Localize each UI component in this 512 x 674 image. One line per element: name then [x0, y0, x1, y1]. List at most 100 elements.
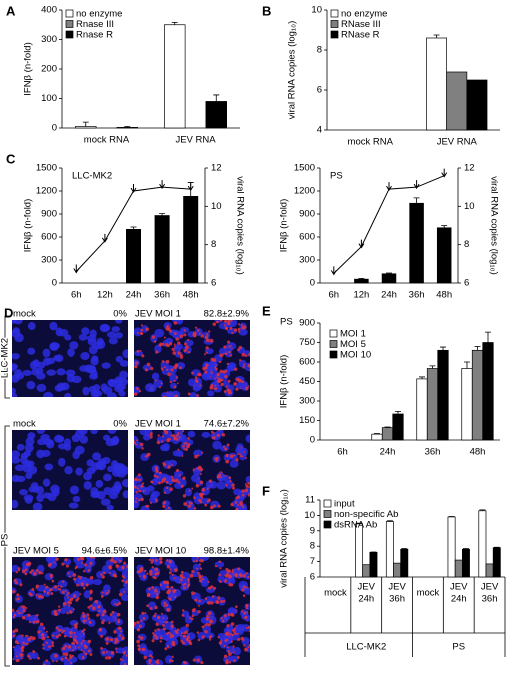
signal — [144, 569, 147, 572]
signal — [229, 326, 233, 330]
signal — [185, 666, 188, 669]
nucleus — [108, 337, 118, 345]
nucleus — [12, 499, 19, 509]
signal — [158, 557, 163, 561]
signal — [183, 333, 187, 337]
signal — [149, 432, 153, 436]
signal — [81, 612, 85, 615]
nucleus — [187, 430, 196, 438]
signal — [16, 593, 20, 597]
signal — [157, 434, 160, 437]
nucleus — [229, 655, 239, 663]
y-tick-label: 300 — [41, 255, 57, 266]
bar — [400, 548, 409, 578]
signal — [237, 378, 242, 383]
signal — [239, 501, 243, 505]
signal — [220, 382, 224, 387]
signal — [174, 629, 177, 632]
signal — [15, 658, 20, 663]
signal — [71, 597, 74, 600]
signal — [61, 647, 66, 651]
nucleus — [229, 459, 239, 468]
nucleus — [83, 590, 91, 599]
signal — [207, 623, 211, 627]
bar — [354, 278, 369, 284]
signal — [176, 628, 180, 631]
signal — [228, 652, 232, 657]
signal — [144, 612, 147, 615]
legend-swatch — [330, 20, 339, 28]
signal — [141, 611, 145, 615]
signal — [94, 599, 99, 604]
nucleus — [36, 383, 47, 392]
signal — [173, 379, 176, 382]
x-tick-label: 24h — [380, 447, 396, 458]
signal — [139, 349, 142, 352]
nucleus — [90, 430, 98, 435]
signal — [18, 612, 21, 615]
signal — [117, 618, 120, 621]
signal — [229, 480, 232, 483]
signal — [101, 575, 105, 579]
error-bar — [124, 126, 131, 128]
x-tick-label: 48h — [183, 290, 199, 301]
error-bar — [358, 278, 365, 280]
line-point — [73, 264, 80, 274]
error-bar — [356, 522, 363, 524]
signal — [162, 462, 165, 465]
signal — [150, 663, 154, 665]
signal — [175, 437, 179, 441]
signal — [12, 634, 16, 638]
nucleus — [36, 493, 44, 503]
signal — [123, 663, 127, 665]
nucleus — [149, 590, 157, 599]
nucleus — [43, 638, 54, 646]
bar — [205, 101, 227, 129]
signal — [35, 593, 38, 596]
signal — [45, 641, 49, 644]
signal — [140, 442, 144, 447]
signal — [114, 602, 117, 605]
signal — [201, 577, 205, 581]
micrograph — [12, 557, 128, 665]
signal — [161, 440, 164, 443]
signal — [57, 588, 60, 591]
nucleus — [90, 487, 99, 496]
nucleus — [79, 365, 89, 372]
line-point — [441, 168, 448, 178]
line-point — [386, 182, 392, 192]
signal — [170, 634, 174, 638]
signal — [71, 642, 74, 645]
nucleus — [56, 368, 66, 376]
signal — [163, 430, 166, 432]
signal — [227, 649, 231, 653]
signal — [196, 467, 199, 470]
signal — [21, 634, 24, 637]
signal — [149, 606, 153, 610]
signal — [172, 351, 177, 355]
signal — [30, 569, 34, 572]
signal — [152, 637, 155, 640]
nucleus — [86, 459, 95, 467]
signal — [171, 573, 174, 576]
signal — [67, 596, 70, 599]
signal — [171, 655, 174, 658]
signal — [22, 609, 26, 613]
nucleus — [49, 321, 58, 331]
signal — [212, 358, 217, 362]
signal — [28, 564, 31, 567]
y-tick-label: 750 — [299, 337, 315, 348]
nucleus — [191, 557, 200, 563]
signal — [185, 345, 189, 349]
signal — [205, 346, 209, 350]
signal — [191, 591, 195, 596]
signal — [43, 627, 46, 630]
signal — [242, 573, 246, 578]
x-tick-label: 36h — [425, 447, 441, 458]
signal — [175, 433, 179, 437]
signal — [31, 587, 35, 591]
signal — [227, 569, 231, 573]
panel-letter: A — [6, 3, 16, 18]
y-axis-label: IFNβ (n-fold) — [279, 355, 290, 409]
bar — [466, 79, 488, 131]
